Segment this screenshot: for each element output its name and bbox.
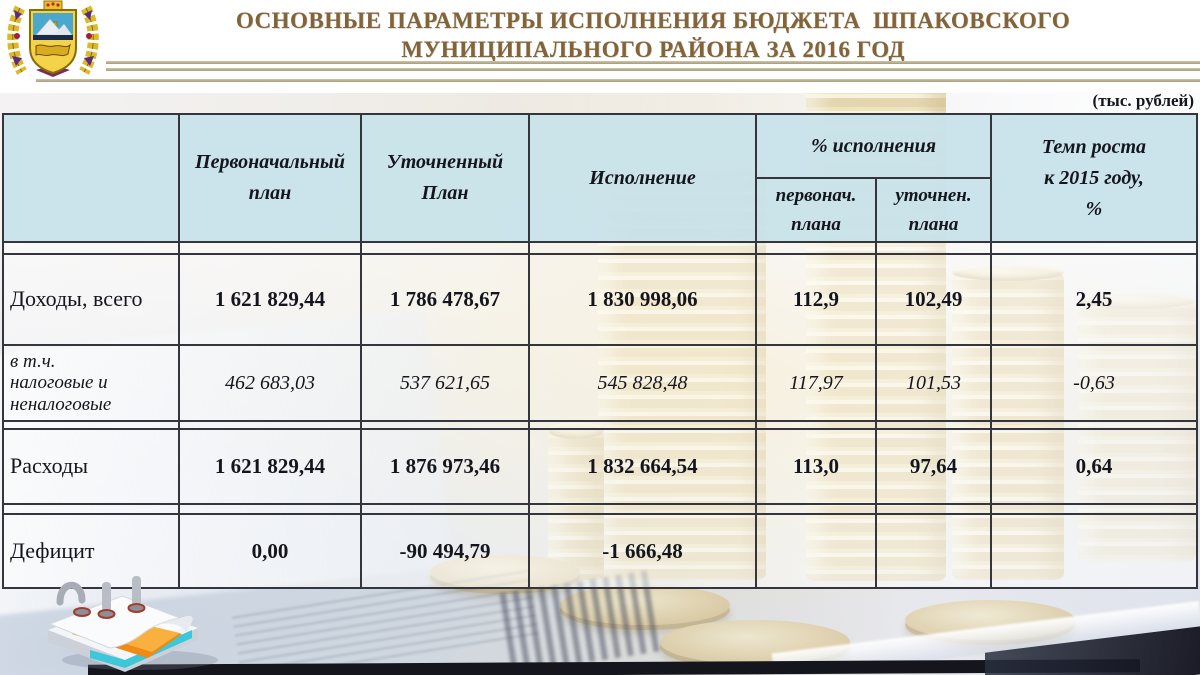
decorative-rule [36, 79, 1200, 82]
cell-initial-plan: 462 683,03 [178, 344, 362, 422]
spacer-row [2, 420, 1198, 430]
cell-pct-initial: 117,97 [755, 344, 877, 422]
header-pct-initial: первонач. плана [755, 177, 877, 243]
units-label: (тыс. рублей) [1092, 91, 1194, 110]
cell-pct-updated: 102,49 [875, 253, 992, 346]
header-pct-updated: уточнен. плана [875, 177, 992, 243]
row-label: в т.ч. налоговые и неналоговые [2, 344, 180, 422]
cell-pct-updated: 97,64 [875, 428, 992, 505]
budget-table: Первоначальный план Уточненный План Испо… [2, 113, 1198, 589]
cell-execution: 545 828,48 [528, 344, 757, 422]
cell-updated-plan: 1 876 973,46 [360, 428, 530, 505]
cell-initial-plan: 1 621 829,44 [178, 428, 362, 505]
row-label: Расходы [2, 428, 180, 505]
header-initial-plan: Первоначальный план [178, 113, 362, 243]
cell-execution: 1 832 664,54 [528, 428, 757, 505]
cell-growth-rate: 0,64 [990, 428, 1198, 505]
title-line-1: ОСНОВНЫЕ ПАРАМЕТРЫ ИСПОЛНЕНИЯ БЮДЖЕТА ШП… [235, 8, 1071, 33]
cell-pct-initial: 112,9 [755, 253, 877, 346]
cell-execution: 1 830 998,06 [528, 253, 757, 346]
header-growth-rate: Темп роста к 2015 году, % [990, 113, 1198, 243]
header-pct-execution: % исполнения [755, 113, 992, 179]
cell-updated-plan: -90 494,79 [360, 513, 530, 589]
cell-pct-initial: 113,0 [755, 428, 877, 505]
notepad-icon [48, 576, 218, 672]
cell-pct-initial [755, 513, 877, 589]
cell-initial-plan: 1 621 829,44 [178, 253, 362, 346]
cell-pct-updated: 101,53 [875, 344, 992, 422]
cell-execution: -1 666,48 [528, 513, 757, 589]
title-line-2: МУНИЦИПАЛЬНОГО РАЙОНА ЗА 2016 ГОД [401, 37, 905, 63]
row-incomes: Доходы, всего 1 621 829,44 1 786 478,67 … [2, 253, 1198, 346]
header-updated-plan: Уточненный План [360, 113, 530, 243]
row-expenses: Расходы 1 621 829,44 1 876 973,46 1 832 … [2, 428, 1198, 505]
table-header-row-2: первонач. плана уточнен. плана [3, 177, 1197, 243]
coat-of-arms-icon [7, 0, 99, 77]
row-label: Доходы, всего [2, 253, 180, 346]
cell-updated-plan: 537 621,65 [360, 344, 530, 422]
cell-initial-plan: 0,00 [178, 513, 362, 589]
coin-icon [560, 585, 730, 625]
table-header-row-1: Первоначальный план Уточненный План Испо… [2, 113, 1198, 243]
cell-updated-plan: 1 786 478,67 [360, 253, 530, 346]
cell-growth-rate: -0,63 [990, 344, 1198, 422]
row-label: Дефицит [2, 513, 180, 589]
header-empty [2, 113, 180, 243]
cell-growth-rate: 2,45 [990, 253, 1198, 346]
cell-growth-rate [990, 513, 1198, 589]
row-deficit: Дефицит 0,00 -90 494,79 -1 666,48 [2, 513, 1198, 589]
spacer-row [2, 241, 1198, 255]
decorative-rule [106, 68, 1200, 71]
header-execution: Исполнение [528, 113, 757, 243]
cell-pct-updated [875, 513, 992, 589]
decorative-rule [106, 61, 1200, 64]
row-tax-nontax: в т.ч. налоговые и неналоговые 462 683,0… [2, 344, 1198, 422]
slide-title: ОСНОВНЫЕ ПАРАМЕТРЫ ИСПОЛНЕНИЯ БЮДЖЕТА ШП… [110, 6, 1196, 65]
spacer-row [2, 503, 1198, 515]
